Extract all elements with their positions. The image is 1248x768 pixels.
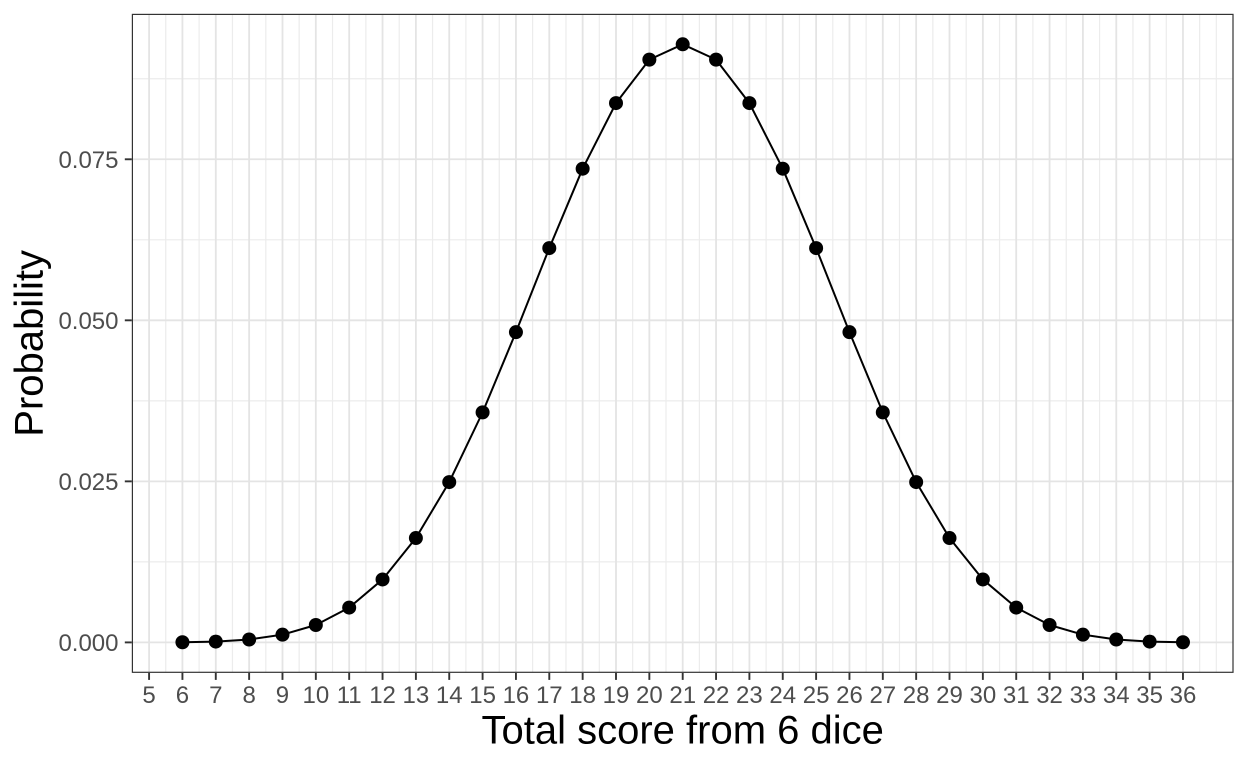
svg-text:29: 29 bbox=[936, 682, 963, 709]
svg-text:Total score from 6 dice: Total score from 6 dice bbox=[482, 709, 884, 753]
svg-text:32: 32 bbox=[1036, 682, 1063, 709]
svg-text:17: 17 bbox=[536, 682, 563, 709]
svg-text:36: 36 bbox=[1170, 682, 1197, 709]
svg-text:Probability: Probability bbox=[8, 250, 52, 437]
svg-text:33: 33 bbox=[1070, 682, 1097, 709]
svg-text:20: 20 bbox=[636, 682, 663, 709]
svg-text:13: 13 bbox=[403, 682, 430, 709]
svg-text:16: 16 bbox=[503, 682, 530, 709]
svg-text:26: 26 bbox=[836, 682, 863, 709]
svg-text:9: 9 bbox=[276, 682, 289, 709]
svg-text:34: 34 bbox=[1103, 682, 1130, 709]
svg-text:35: 35 bbox=[1136, 682, 1163, 709]
svg-text:10: 10 bbox=[302, 682, 329, 709]
svg-text:28: 28 bbox=[903, 682, 930, 709]
svg-text:23: 23 bbox=[736, 682, 763, 709]
svg-text:24: 24 bbox=[769, 682, 796, 709]
svg-text:18: 18 bbox=[569, 682, 596, 709]
svg-text:12: 12 bbox=[369, 682, 396, 709]
svg-text:7: 7 bbox=[209, 682, 222, 709]
svg-text:0.000: 0.000 bbox=[58, 630, 118, 657]
svg-text:8: 8 bbox=[242, 682, 255, 709]
svg-text:0.025: 0.025 bbox=[58, 469, 118, 496]
svg-text:15: 15 bbox=[469, 682, 496, 709]
svg-text:27: 27 bbox=[869, 682, 896, 709]
svg-text:0.075: 0.075 bbox=[58, 147, 118, 174]
svg-text:11: 11 bbox=[337, 682, 362, 709]
svg-text:31: 31 bbox=[1003, 682, 1030, 709]
svg-text:5: 5 bbox=[142, 682, 155, 709]
svg-text:30: 30 bbox=[970, 682, 997, 709]
svg-text:0.050: 0.050 bbox=[58, 308, 118, 335]
svg-text:19: 19 bbox=[603, 682, 630, 709]
svg-text:6: 6 bbox=[176, 682, 189, 709]
svg-text:22: 22 bbox=[703, 682, 730, 709]
svg-text:14: 14 bbox=[436, 682, 463, 709]
svg-text:21: 21 bbox=[669, 682, 696, 709]
svg-text:25: 25 bbox=[803, 682, 830, 709]
